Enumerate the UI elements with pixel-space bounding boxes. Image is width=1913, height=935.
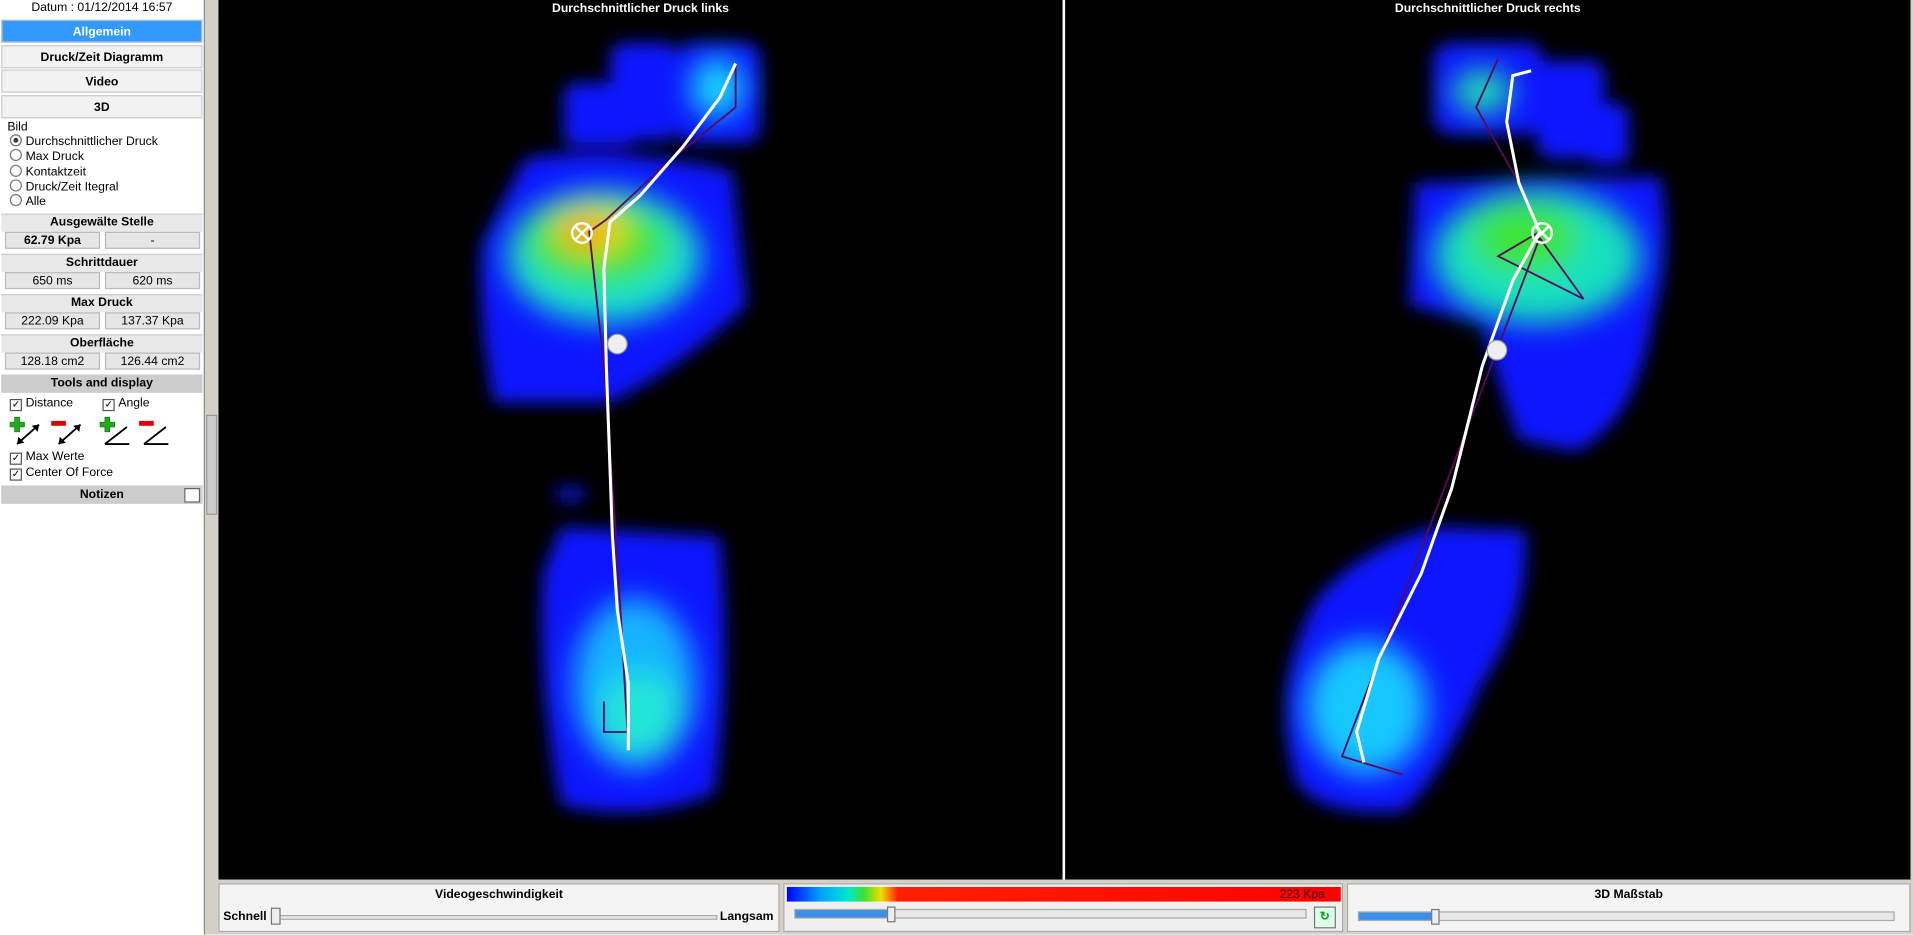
value: 137.37 Kpa <box>104 312 201 330</box>
value: 62.79 Kpa <box>4 231 101 249</box>
progress <box>794 908 1307 919</box>
panel-title: Durchschnittlicher Druck links <box>552 2 729 16</box>
tab[interactable]: Druck/Zeit Diagramm <box>1 45 203 69</box>
section-title: 3D Maßstab <box>1594 888 1663 902</box>
right-foot <box>1286 42 1666 813</box>
speed-section: Videogeschwindigkeit Schnell Langsam <box>218 883 780 933</box>
scale-section: 223 Kpa ↻ <box>783 883 1344 933</box>
checkbox[interactable]: ✓ Angle <box>102 396 150 412</box>
3d-slider[interactable] <box>1357 911 1895 922</box>
section-title: Schrittdauer <box>1 253 203 273</box>
radio-label: Kontaktzeit <box>25 165 86 180</box>
slider-thumb[interactable] <box>886 906 896 923</box>
value: - <box>104 231 201 249</box>
checkbox-label: Max Werte <box>25 450 85 464</box>
color-scale <box>786 886 1341 902</box>
tab[interactable]: 3D <box>1 95 203 119</box>
splitter[interactable] <box>206 414 218 515</box>
radio-label: Druck/Zeit Itegral <box>25 180 119 194</box>
add-distance[interactable] <box>9 416 40 445</box>
checkbox-label: Center Of Force <box>25 466 114 480</box>
tool-icons <box>9 416 169 445</box>
panel-title: Durchschnittlicher Druck rechts <box>1394 2 1581 16</box>
remove-distance[interactable] <box>51 420 82 445</box>
date: Datum : 01/12/2014 16:57 <box>31 1 173 15</box>
radio-label: Alle <box>25 195 46 209</box>
checkbox-label: Distance <box>25 396 74 410</box>
radio[interactable]: Alle <box>9 193 46 209</box>
section-title: Tools and display <box>1 374 203 393</box>
section-title: Ausgewälte Stelle <box>1 213 203 232</box>
slider-label: Langsam <box>719 910 774 924</box>
group-title: Bild <box>7 120 28 135</box>
value: 222.09 Kpa <box>4 312 101 330</box>
value: 620 ms <box>104 272 201 290</box>
3d-scale-section: 3D Maßstab <box>1346 883 1911 933</box>
radio-label: Max Druck <box>25 150 84 164</box>
value: 126.44 cm2 <box>104 352 201 370</box>
radio[interactable]: Kontaktzeit <box>9 164 86 180</box>
tab[interactable]: Allgemein <box>1 19 203 43</box>
right-panel <box>1065 0 1911 880</box>
section-title: Videogeschwindigkeit <box>435 888 563 902</box>
expand-button[interactable] <box>184 488 201 503</box>
add-angle[interactable] <box>99 416 130 445</box>
slider-thumb[interactable] <box>270 907 281 925</box>
radio[interactable]: Druck/Zeit Itegral <box>9 179 119 194</box>
radio-label: Durchschnittlicher Druck <box>25 135 158 149</box>
speed-slider[interactable] <box>270 915 718 920</box>
scale-max: 223 Kpa <box>1279 888 1325 902</box>
section-title: Notizen <box>1 485 203 504</box>
checkbox[interactable]: ✓ Max Werte <box>9 450 85 465</box>
section-title: Max Druck <box>1 294 203 313</box>
left-foot <box>480 42 761 813</box>
checkbox[interactable]: ✓ Center Of Force <box>9 466 114 481</box>
checkbox[interactable]: ✓ Distance <box>9 396 74 412</box>
progress-fill <box>795 910 894 918</box>
value: 128.18 cm2 <box>4 352 101 370</box>
radio[interactable]: Max Druck <box>9 148 84 164</box>
slider-thumb[interactable] <box>1431 908 1440 925</box>
remove-angle[interactable] <box>139 420 169 445</box>
radio[interactable]: Durchschnittlicher Druck <box>9 134 158 149</box>
value: 650 ms <box>4 272 101 290</box>
pressure-view <box>218 0 1911 880</box>
play-button[interactable]: ↻ <box>1313 906 1336 929</box>
checkbox-label: Angle <box>118 396 150 410</box>
progress-fill <box>1359 912 1435 920</box>
side-panel: Datum : 01/12/2014 16:57 Allgemein Druck… <box>0 0 205 935</box>
slider-label: Schnell <box>223 910 267 924</box>
section-title: Oberfläche <box>1 334 203 353</box>
tab[interactable]: Video <box>1 69 203 93</box>
